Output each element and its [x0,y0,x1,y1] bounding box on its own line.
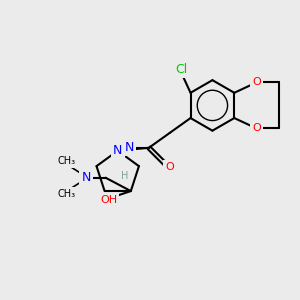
Text: N: N [113,144,122,157]
Text: H: H [121,171,129,181]
Text: Cl: Cl [176,62,188,76]
Text: OH: OH [100,195,117,205]
Text: N: N [82,171,91,184]
Text: O: O [252,77,261,87]
Text: O: O [165,162,174,172]
Text: CH₃: CH₃ [58,156,76,166]
Text: N: N [125,141,134,154]
Text: O: O [252,124,261,134]
Text: CH₃: CH₃ [58,189,76,199]
